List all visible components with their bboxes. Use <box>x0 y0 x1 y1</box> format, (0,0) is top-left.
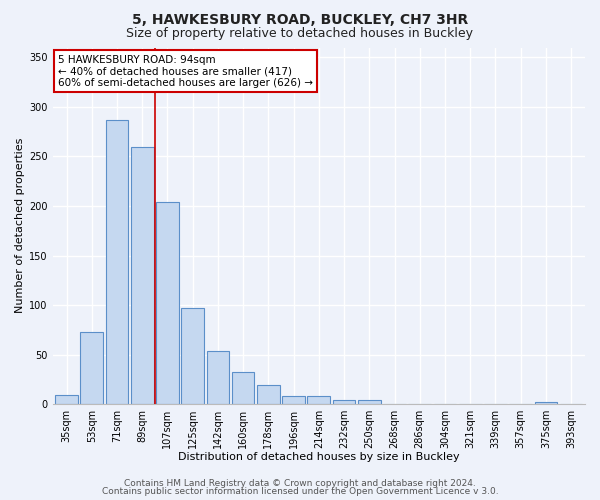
Bar <box>106 120 128 404</box>
Bar <box>131 146 154 404</box>
Bar <box>282 396 305 404</box>
Bar <box>55 395 78 404</box>
Bar <box>307 396 330 404</box>
Bar <box>358 400 380 404</box>
Bar <box>80 332 103 404</box>
Bar <box>206 350 229 404</box>
X-axis label: Distribution of detached houses by size in Buckley: Distribution of detached houses by size … <box>178 452 460 462</box>
Text: Size of property relative to detached houses in Buckley: Size of property relative to detached ho… <box>127 28 473 40</box>
Bar <box>333 400 355 404</box>
Text: 5 HAWKESBURY ROAD: 94sqm
← 40% of detached houses are smaller (417)
60% of semi-: 5 HAWKESBURY ROAD: 94sqm ← 40% of detach… <box>58 54 313 88</box>
Text: Contains HM Land Registry data © Crown copyright and database right 2024.: Contains HM Land Registry data © Crown c… <box>124 478 476 488</box>
Bar <box>181 308 204 404</box>
Bar <box>257 386 280 404</box>
Text: Contains public sector information licensed under the Open Government Licence v : Contains public sector information licen… <box>101 487 499 496</box>
Bar <box>232 372 254 404</box>
Text: 5, HAWKESBURY ROAD, BUCKLEY, CH7 3HR: 5, HAWKESBURY ROAD, BUCKLEY, CH7 3HR <box>132 12 468 26</box>
Bar <box>535 402 557 404</box>
Y-axis label: Number of detached properties: Number of detached properties <box>15 138 25 314</box>
Bar <box>156 202 179 404</box>
